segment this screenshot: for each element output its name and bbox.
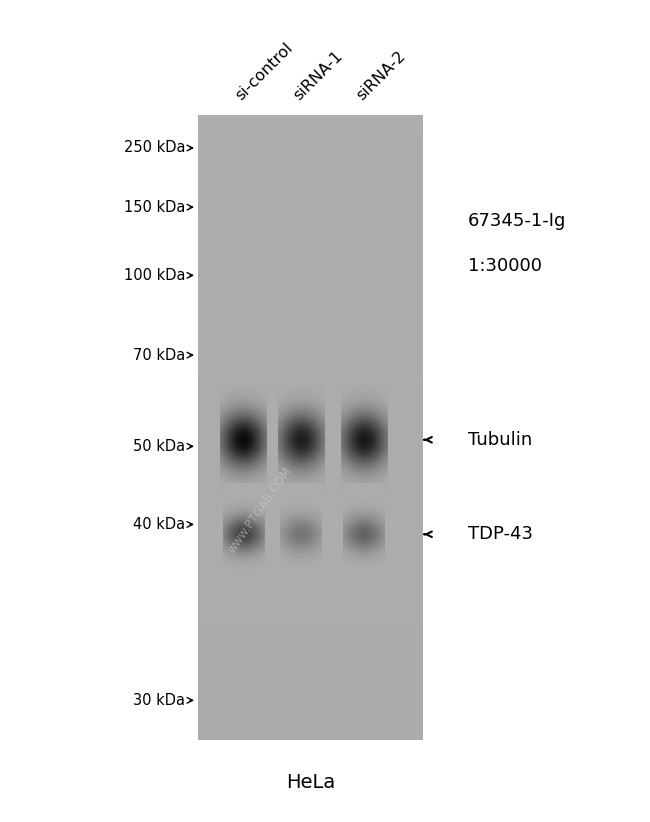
Text: 150 kDa: 150 kDa xyxy=(124,200,185,215)
Text: si-control: si-control xyxy=(233,39,296,103)
Text: 50 kDa: 50 kDa xyxy=(133,439,185,454)
Text: 1:30000: 1:30000 xyxy=(468,257,542,275)
Text: 67345-1-Ig: 67345-1-Ig xyxy=(468,212,566,230)
Text: 70 kDa: 70 kDa xyxy=(133,348,185,363)
Text: HeLa: HeLa xyxy=(286,773,335,792)
Text: siRNA-2: siRNA-2 xyxy=(354,48,408,103)
Text: www.PTGAB.COM: www.PTGAB.COM xyxy=(226,464,294,556)
Text: Tubulin: Tubulin xyxy=(468,431,532,449)
Text: 40 kDa: 40 kDa xyxy=(133,517,185,532)
Text: 250 kDa: 250 kDa xyxy=(124,141,185,155)
Text: 30 kDa: 30 kDa xyxy=(133,693,185,708)
Text: siRNA-1: siRNA-1 xyxy=(291,48,345,103)
Text: TDP-43: TDP-43 xyxy=(468,525,533,543)
Bar xyxy=(198,115,422,740)
Text: 100 kDa: 100 kDa xyxy=(124,268,185,283)
